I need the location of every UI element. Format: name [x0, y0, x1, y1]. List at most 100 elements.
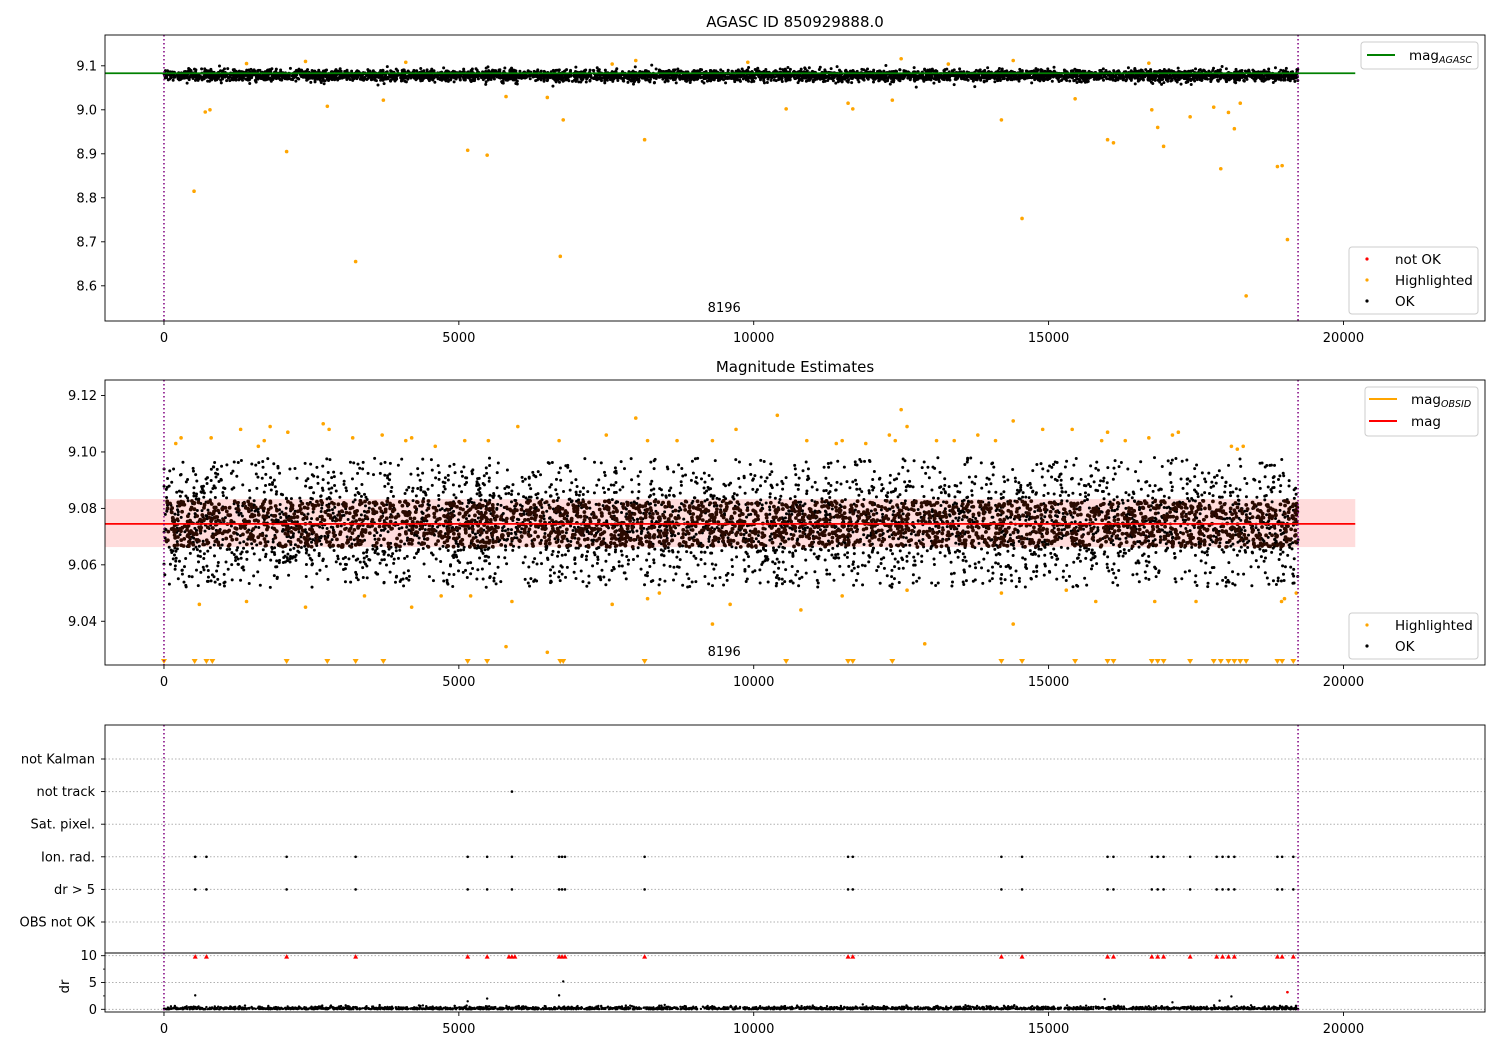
ok-point [650, 63, 654, 67]
ok-point [1216, 79, 1220, 83]
ok-point [1075, 80, 1079, 84]
ok-point [288, 66, 292, 70]
ok-point [171, 78, 175, 82]
ok-point [603, 79, 607, 83]
ok-point [554, 80, 558, 84]
ok-point [360, 78, 364, 82]
ok-point [952, 83, 956, 87]
ok-point [866, 77, 870, 81]
ok-point [820, 74, 824, 78]
ok-point [380, 74, 384, 78]
ok-point [871, 74, 875, 78]
ok-point [654, 67, 658, 71]
ok-point [1070, 74, 1074, 78]
ok-point [885, 76, 889, 80]
ok-point [997, 66, 1001, 70]
ok-point [750, 80, 754, 84]
ok-point [1133, 82, 1137, 86]
ok-point [419, 67, 423, 71]
ok-point [1225, 77, 1229, 81]
ok-point [444, 74, 448, 78]
ok-point [629, 79, 633, 83]
ok-point [1245, 77, 1249, 81]
ok-point [1276, 76, 1280, 80]
ok-point [500, 80, 504, 84]
ok-point [866, 67, 870, 71]
ok-point [618, 76, 622, 80]
ok-point [1251, 68, 1255, 72]
ok-point [1162, 81, 1166, 85]
ok-point [333, 69, 337, 73]
ok-point [738, 75, 742, 79]
ok-point [1267, 67, 1271, 71]
ok-point [442, 76, 446, 80]
ok-point [517, 76, 521, 80]
ok-point [1034, 67, 1038, 71]
ok-point [203, 67, 207, 71]
ok-point [484, 66, 488, 70]
ok-point [261, 75, 265, 79]
ok-point [800, 74, 804, 78]
ok-point [492, 69, 496, 73]
ok-point [796, 81, 800, 85]
ok-point [1189, 77, 1193, 81]
ok-point [245, 68, 249, 72]
ok-point [793, 77, 797, 81]
ok-point [518, 69, 522, 73]
ok-point [1128, 75, 1132, 79]
ok-point [927, 75, 931, 79]
ok-point [1026, 76, 1030, 80]
ok-point [1126, 66, 1130, 70]
ok-point [633, 65, 637, 69]
ok-point [395, 77, 399, 81]
ok-point [872, 80, 876, 84]
ok-point [922, 79, 926, 83]
ok-point [489, 76, 493, 80]
ok-point [740, 67, 744, 71]
ok-point [1243, 69, 1247, 73]
ok-point [187, 78, 191, 82]
ok-point [1129, 78, 1133, 82]
ok-point [379, 69, 383, 73]
ok-point [458, 74, 462, 78]
ok-point [663, 80, 667, 84]
ok-point [484, 75, 488, 79]
ok-point [391, 77, 395, 81]
ok-point [574, 65, 578, 69]
ok-point [324, 68, 328, 72]
ok-point [785, 77, 789, 81]
ok-point [796, 75, 800, 79]
ok-point [322, 82, 326, 86]
ok-point [1020, 76, 1024, 80]
ok-point [221, 77, 225, 81]
ok-point [1179, 74, 1183, 78]
ok-point [1143, 74, 1147, 78]
ok-point [206, 79, 210, 83]
ok-point [534, 79, 538, 83]
ok-point [1161, 77, 1165, 81]
ok-point [1179, 82, 1183, 86]
ok-point [1176, 66, 1180, 70]
ok-point [892, 78, 896, 82]
ok-point [366, 68, 370, 72]
ok-point [1183, 75, 1187, 79]
ok-point [484, 82, 488, 86]
ok-point [209, 69, 213, 73]
ok-point [234, 69, 238, 73]
ok-point [937, 80, 941, 84]
ok-point [807, 66, 811, 70]
ok-point [1279, 68, 1283, 72]
ok-point [1282, 76, 1286, 80]
ok-point [1030, 81, 1034, 85]
ok-point [1232, 77, 1236, 81]
ok-point [416, 76, 420, 80]
ok-point [958, 67, 962, 71]
ok-point [1068, 79, 1072, 83]
ok-point [1151, 82, 1155, 86]
ok-point [394, 73, 398, 77]
ok-point [192, 75, 196, 79]
ok-point [1168, 69, 1172, 73]
ok-point [773, 75, 777, 79]
ok-point [294, 79, 298, 83]
